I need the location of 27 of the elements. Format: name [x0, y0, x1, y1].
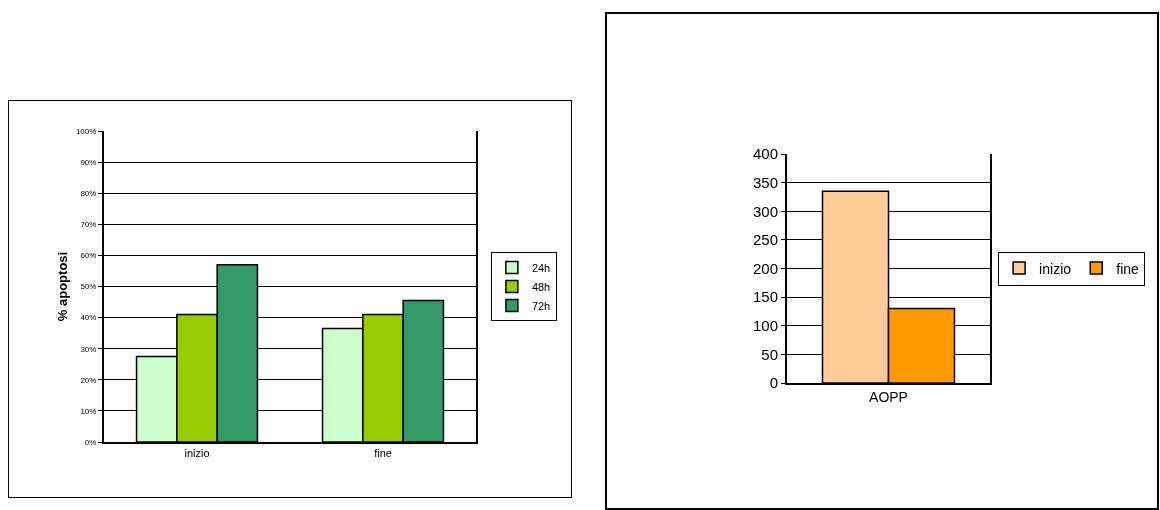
y-tick-label: 30% [80, 344, 97, 354]
y-tick-label: 80% [80, 189, 97, 198]
y-tick-label: 100% [75, 126, 97, 136]
y-tick-label: 400 [752, 145, 778, 163]
y-tick-label: 300 [752, 202, 778, 220]
y-tick-label: 10% [80, 406, 97, 416]
legend-label: 48h [531, 280, 551, 293]
y-tick-label: 100 [752, 317, 778, 334]
y-tick-label: 0% [84, 437, 97, 447]
y-tick-label: 40% [80, 313, 97, 323]
y-tick-label: 60% [80, 251, 97, 261]
y-tick-label: 200 [752, 259, 778, 277]
y-tick-label: 90% [80, 157, 97, 167]
legend-label: inizio [1039, 260, 1072, 277]
legend-label: 72h [531, 299, 551, 312]
y-tick-label: 70% [80, 220, 97, 230]
y-tick-label: 20% [80, 375, 97, 385]
y-tick-label: 150 [752, 288, 778, 306]
y-tick-label: 250 [752, 231, 778, 249]
y-tick-label: 350 [752, 173, 778, 191]
y-tick-label: 50 [761, 345, 778, 363]
x-tick-label: AOPP [869, 388, 908, 405]
y-tick-label: 50% [80, 282, 97, 292]
legend-label: fine [1116, 260, 1140, 277]
legend-label: 24h [531, 261, 551, 274]
y-tick-label: 0 [769, 374, 778, 392]
y-axis-title: % apoptosi [55, 251, 70, 322]
